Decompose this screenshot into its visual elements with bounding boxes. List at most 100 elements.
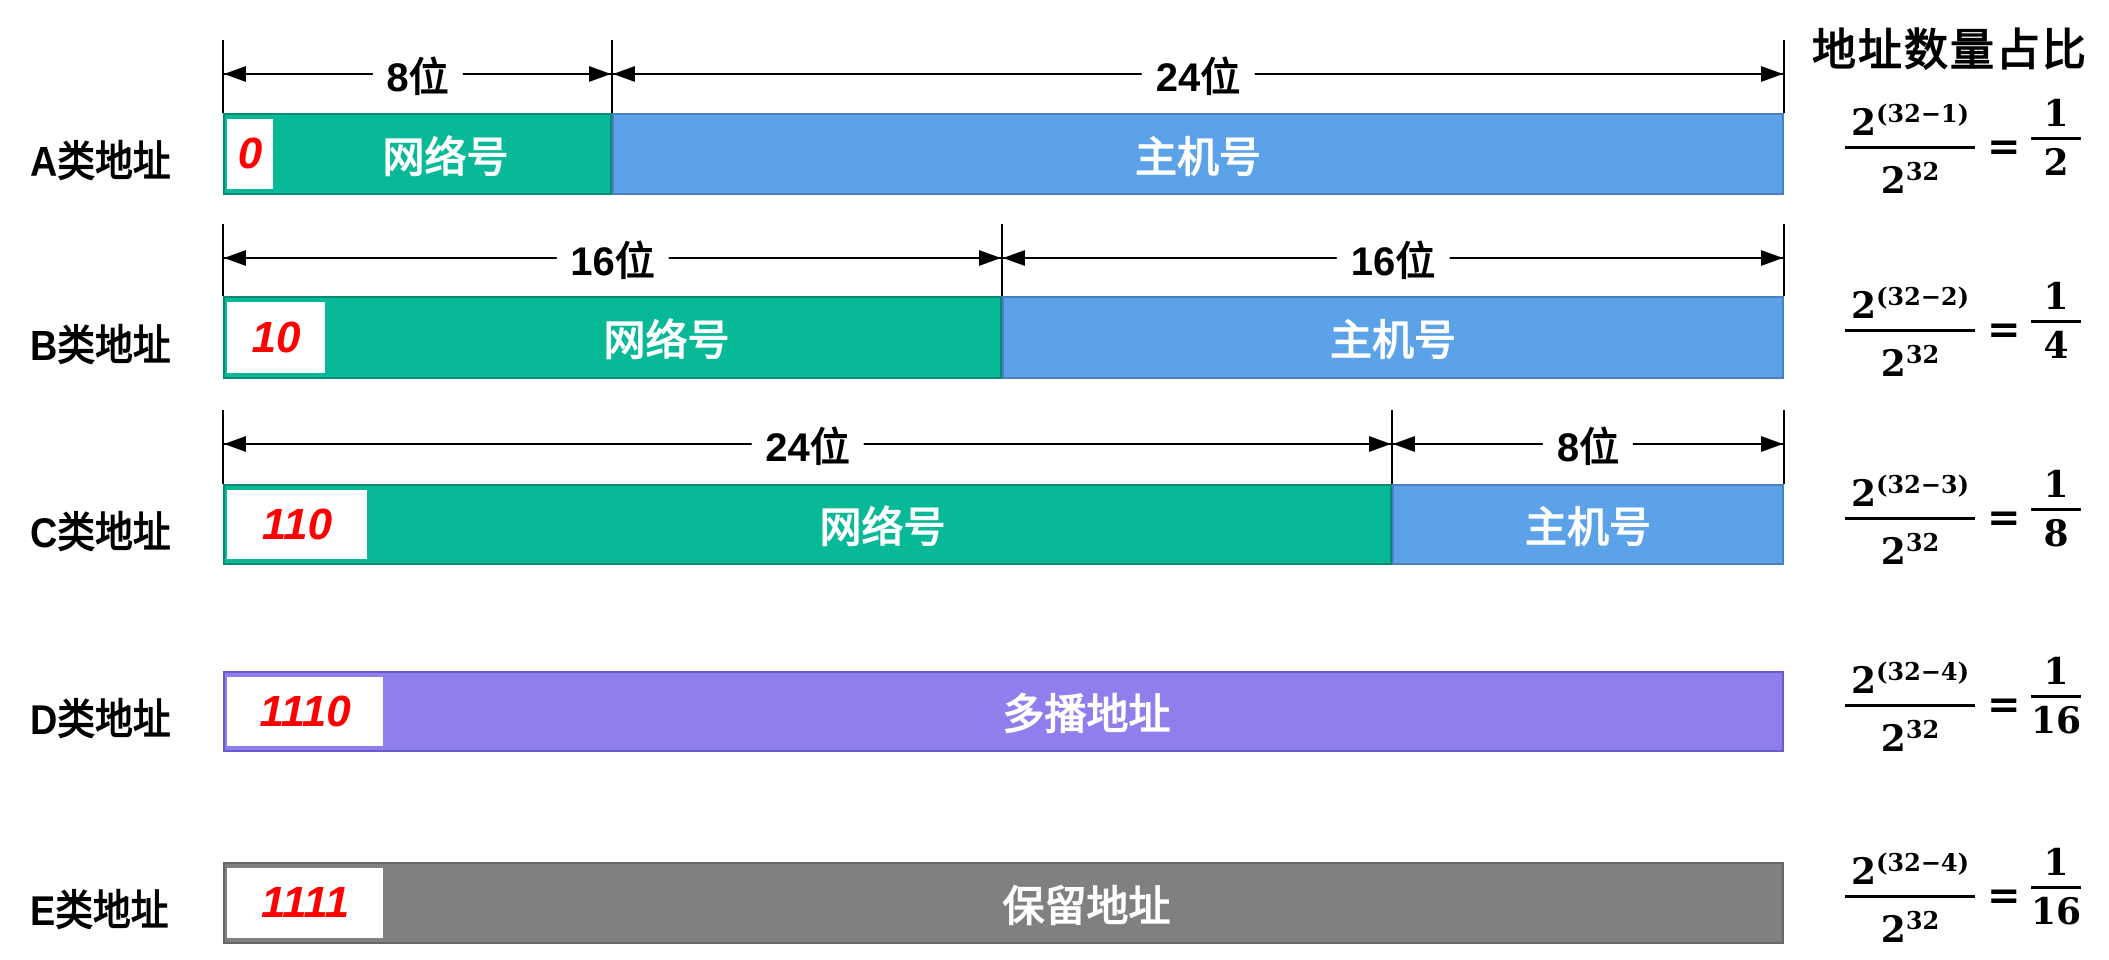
numerator-base: 2 bbox=[1851, 660, 1877, 702]
ratio-formula: 2(32−4) 232 = 1 16 bbox=[1845, 649, 2085, 769]
result-denominator: 2 bbox=[2043, 142, 2069, 184]
dimension-tick bbox=[1783, 40, 1785, 113]
class-label: A类地址 bbox=[30, 138, 171, 185]
numerator-exponent: (32−4) bbox=[1876, 848, 1969, 877]
ratio-formula: 2(32−3) 232 = 1 8 bbox=[1845, 462, 2085, 582]
fraction-bar bbox=[1845, 704, 1975, 707]
denominator-exponent: 32 bbox=[1905, 157, 1940, 186]
ratio-formula: 2(32−4) 232 = 1 16 bbox=[1845, 840, 2085, 960]
arrow-left-icon bbox=[224, 66, 246, 82]
bit-width-label: 8位 bbox=[372, 45, 463, 103]
denominator-exponent: 32 bbox=[1905, 715, 1940, 744]
prefix-bits: 1111 bbox=[227, 868, 383, 938]
dimension-tick bbox=[1001, 224, 1003, 296]
fraction-left: 2(32−2) 232 bbox=[1845, 274, 1975, 387]
segment-host: 主机号 bbox=[1392, 484, 1784, 565]
segment-host: 主机号 bbox=[612, 113, 1784, 195]
class-label: D类地址 bbox=[30, 695, 171, 743]
class-label: C类地址 bbox=[30, 508, 171, 556]
arrow-right-icon bbox=[1369, 436, 1391, 452]
dimension-tick bbox=[222, 410, 224, 484]
segment-res: 保留地址 bbox=[223, 862, 1784, 944]
ratio-column-title: 地址数量占比 bbox=[1812, 26, 2088, 75]
result-numerator: 1 bbox=[2043, 276, 2069, 318]
bit-width-label: 16位 bbox=[556, 229, 669, 287]
dimension-tick bbox=[1783, 224, 1785, 296]
equals-sign: = bbox=[1987, 306, 2021, 353]
fraction-left: 2(32−1) 232 bbox=[1845, 91, 1975, 204]
numerator-base: 2 bbox=[1851, 285, 1877, 327]
fraction-left: 2(32−4) 232 bbox=[1845, 840, 1975, 953]
numerator-exponent: (32−1) bbox=[1876, 99, 1969, 128]
equals-sign: = bbox=[1987, 123, 2021, 170]
prefix-bits: 10 bbox=[227, 302, 325, 373]
arrow-right-icon bbox=[1761, 66, 1783, 82]
ratio-formula: 2(32−2) 232 = 1 4 bbox=[1845, 274, 2085, 394]
dimension-tick bbox=[222, 40, 224, 113]
numerator-exponent: (32−2) bbox=[1876, 282, 1969, 311]
result-denominator: 8 bbox=[2043, 513, 2069, 555]
result-denominator: 16 bbox=[2031, 891, 2082, 933]
segment-net: 网络号 bbox=[223, 113, 612, 195]
segment-net: 网络号 bbox=[223, 296, 1002, 379]
dimension-tick bbox=[1783, 410, 1785, 484]
denominator-base: 2 bbox=[1880, 718, 1906, 760]
result-denominator: 16 bbox=[2031, 700, 2082, 742]
result-numerator: 1 bbox=[2043, 464, 2069, 506]
segment-multi: 多播地址 bbox=[223, 671, 1784, 752]
numerator-base: 2 bbox=[1851, 102, 1877, 144]
segment-net: 网络号 bbox=[223, 484, 1392, 565]
segment-host: 主机号 bbox=[1002, 296, 1784, 379]
bit-width-label: 24位 bbox=[751, 415, 864, 473]
denominator-exponent: 32 bbox=[1905, 528, 1940, 557]
arrow-left-icon bbox=[613, 66, 635, 82]
dimension-tick bbox=[1391, 410, 1393, 484]
numerator-base: 2 bbox=[1851, 473, 1877, 515]
numerator-exponent: (32−4) bbox=[1876, 657, 1969, 686]
denominator-base: 2 bbox=[1880, 531, 1906, 573]
denominator-base: 2 bbox=[1880, 160, 1906, 202]
class-label: E类地址 bbox=[30, 887, 169, 934]
denominator-exponent: 32 bbox=[1905, 340, 1940, 369]
fraction-left: 2(32−3) 232 bbox=[1845, 462, 1975, 575]
fraction-bar bbox=[1845, 146, 1975, 149]
fraction-bar bbox=[2031, 695, 2081, 698]
dimension-tick bbox=[611, 40, 613, 113]
prefix-bits: 110 bbox=[227, 490, 367, 559]
fraction-result: 1 4 bbox=[2031, 274, 2081, 369]
denominator-exponent: 32 bbox=[1905, 906, 1940, 935]
result-numerator: 1 bbox=[2043, 93, 2069, 135]
ratio-formula: 2(32−1) 232 = 1 2 bbox=[1845, 91, 2085, 211]
fraction-bar bbox=[2031, 137, 2081, 140]
prefix-bits: 1110 bbox=[227, 677, 383, 746]
denominator-base: 2 bbox=[1880, 343, 1906, 385]
bit-width-label: 8位 bbox=[1542, 415, 1634, 473]
equals-sign: = bbox=[1987, 494, 2021, 541]
fraction-result: 1 8 bbox=[2031, 462, 2081, 557]
equals-sign: = bbox=[1987, 681, 2021, 728]
fraction-bar bbox=[1845, 517, 1975, 520]
fraction-result: 1 16 bbox=[2031, 649, 2081, 744]
fraction-bar bbox=[2031, 886, 2081, 889]
arrow-right-icon bbox=[1761, 250, 1783, 266]
result-numerator: 1 bbox=[2043, 842, 2069, 884]
arrow-left-icon bbox=[1003, 250, 1025, 266]
arrow-right-icon bbox=[979, 250, 1001, 266]
bit-width-label: 24位 bbox=[1141, 45, 1255, 103]
result-numerator: 1 bbox=[2043, 651, 2069, 693]
prefix-bits: 0 bbox=[227, 119, 273, 189]
bit-width-label: 16位 bbox=[1336, 229, 1450, 287]
result-denominator: 4 bbox=[2043, 325, 2069, 367]
arrow-left-icon bbox=[224, 250, 246, 266]
fraction-result: 1 2 bbox=[2031, 91, 2081, 186]
fraction-left: 2(32−4) 232 bbox=[1845, 649, 1975, 762]
dimension-tick bbox=[222, 224, 224, 296]
fraction-bar bbox=[2031, 508, 2081, 511]
arrow-right-icon bbox=[589, 66, 611, 82]
fraction-bar bbox=[2031, 320, 2081, 323]
equals-sign: = bbox=[1987, 872, 2021, 919]
arrow-left-icon bbox=[1393, 436, 1415, 452]
denominator-base: 2 bbox=[1880, 909, 1906, 951]
arrow-right-icon bbox=[1761, 436, 1783, 452]
numerator-exponent: (32−3) bbox=[1876, 470, 1969, 499]
